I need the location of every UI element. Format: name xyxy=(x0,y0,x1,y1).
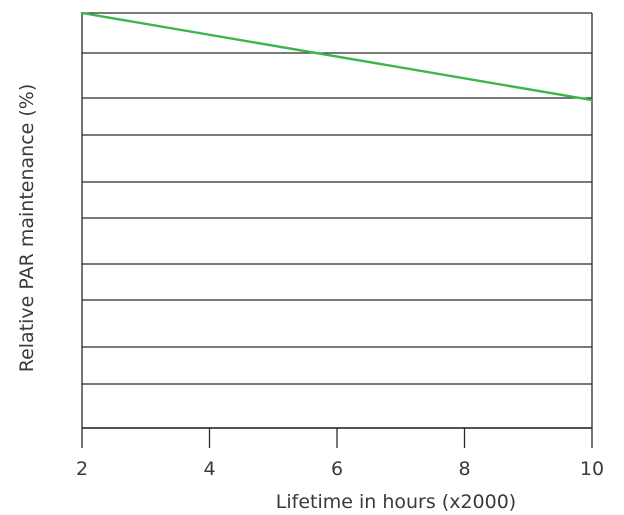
series-lines xyxy=(80,11,594,102)
x-tick-label-4: 4 xyxy=(203,458,215,480)
x-axis-ticks: 2 4 6 8 10 xyxy=(76,428,604,480)
gridlines xyxy=(82,12,592,429)
plot-frame xyxy=(81,13,593,429)
x-tick-label-2: 2 xyxy=(76,458,88,480)
x-tick-label-10: 10 xyxy=(580,458,604,480)
x-tick-label-8: 8 xyxy=(458,458,470,480)
y-axis-title: Relative PAR maintenance (%) xyxy=(16,84,38,373)
x-tick-label-6: 6 xyxy=(331,458,343,480)
x-axis-title: Lifetime in hours (x2000) xyxy=(276,491,516,513)
series-line-1 xyxy=(80,11,594,102)
